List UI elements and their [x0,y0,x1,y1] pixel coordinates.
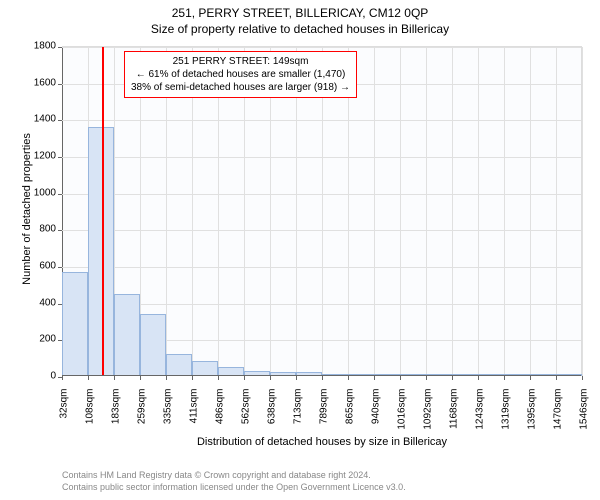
xtick-label: 335sqm [163,389,174,439]
gridline-vertical [374,47,375,376]
xtick-mark [114,376,115,380]
xtick-mark [452,376,453,380]
xtick-label: 32sqm [59,389,70,439]
page-title-sub: Size of property relative to detached ho… [0,20,600,36]
ytick-label: 1200 [26,151,56,162]
gridline-vertical [530,47,531,376]
gridline-vertical [582,47,583,376]
xtick-label: 1243sqm [475,389,486,439]
histogram-bar [166,354,192,376]
xtick-label: 562sqm [241,389,252,439]
xtick-mark [348,376,349,380]
histogram-bar [374,374,400,376]
xtick-label: 411sqm [189,389,200,439]
xtick-label: 1092sqm [423,389,434,439]
histogram-bar [88,127,114,376]
ytick-mark [58,84,62,85]
xtick-mark [88,376,89,380]
histogram-bar [426,374,452,376]
ytick-mark [58,47,62,48]
histogram-bar [192,361,218,376]
ytick-mark [58,267,62,268]
property-info-box: 251 PERRY STREET: 149sqm ← 61% of detach… [124,51,357,98]
page-title-main: 251, PERRY STREET, BILLERICAY, CM12 0QP [0,0,600,20]
ytick-label: 800 [26,224,56,235]
ytick-label: 1400 [26,114,56,125]
ytick-label: 400 [26,297,56,308]
xtick-label: 638sqm [267,389,278,439]
histogram-bar [452,374,478,376]
xtick-mark [62,376,63,380]
xtick-label: 1546sqm [579,389,590,439]
ytick-label: 1800 [26,41,56,52]
xtick-mark [374,376,375,380]
xtick-mark [244,376,245,380]
ytick-label: 0 [26,371,56,382]
gridline-vertical [556,47,557,376]
histogram-bar [504,374,530,376]
info-line-larger: 38% of semi-detached houses are larger (… [131,81,350,94]
xtick-label: 1319sqm [501,389,512,439]
ytick-label: 200 [26,334,56,345]
xtick-mark [296,376,297,380]
ytick-label: 600 [26,261,56,272]
xtick-mark [504,376,505,380]
xtick-mark [218,376,219,380]
gridline-vertical [452,47,453,376]
histogram-bar [400,374,426,376]
xtick-mark [556,376,557,380]
histogram-bar [62,272,88,377]
xtick-mark [400,376,401,380]
xtick-label: 259sqm [137,389,148,439]
xtick-label: 789sqm [319,389,330,439]
xtick-label: 1016sqm [397,389,408,439]
xtick-mark [530,376,531,380]
xtick-label: 108sqm [85,389,96,439]
footer-line-2: Contains public sector information licen… [62,482,406,494]
histogram-bar [114,294,140,377]
xtick-label: 940sqm [371,389,382,439]
ytick-mark [58,194,62,195]
xtick-mark [192,376,193,380]
histogram-bar [530,374,556,376]
xtick-mark [322,376,323,380]
histogram-bar [140,314,166,376]
ytick-label: 1600 [26,77,56,88]
xtick-mark [426,376,427,380]
gridline-vertical [478,47,479,376]
ytick-label: 1000 [26,187,56,198]
info-line-smaller: ← 61% of detached houses are smaller (1,… [131,68,350,81]
xtick-label: 486sqm [215,389,226,439]
histogram-bar [478,374,504,376]
gridline-vertical [400,47,401,376]
histogram-bar [556,374,582,376]
footer-line-1: Contains HM Land Registry data © Crown c… [62,470,406,482]
histogram-bar [322,374,348,376]
xtick-label: 1395sqm [527,389,538,439]
xtick-mark [140,376,141,380]
xtick-mark [478,376,479,380]
xtick-mark [270,376,271,380]
xtick-label: 865sqm [345,389,356,439]
info-line-property: 251 PERRY STREET: 149sqm [131,55,350,68]
xtick-label: 1168sqm [449,389,460,439]
y-axis-label: Number of detached properties [21,119,33,299]
property-marker-line [102,47,104,376]
xtick-mark [166,376,167,380]
xtick-label: 1470sqm [553,389,564,439]
ytick-mark [58,120,62,121]
histogram-bar [348,374,374,376]
histogram-bar [296,372,322,376]
histogram-bar [218,367,244,376]
ytick-mark [58,230,62,231]
xtick-label: 713sqm [293,389,304,439]
footer-attribution: Contains HM Land Registry data © Crown c… [62,470,406,493]
gridline-vertical [426,47,427,376]
histogram-bar [270,372,296,376]
xtick-mark [582,376,583,380]
histogram-bar [244,371,270,377]
xtick-label: 183sqm [111,389,122,439]
gridline-vertical [504,47,505,376]
ytick-mark [58,157,62,158]
